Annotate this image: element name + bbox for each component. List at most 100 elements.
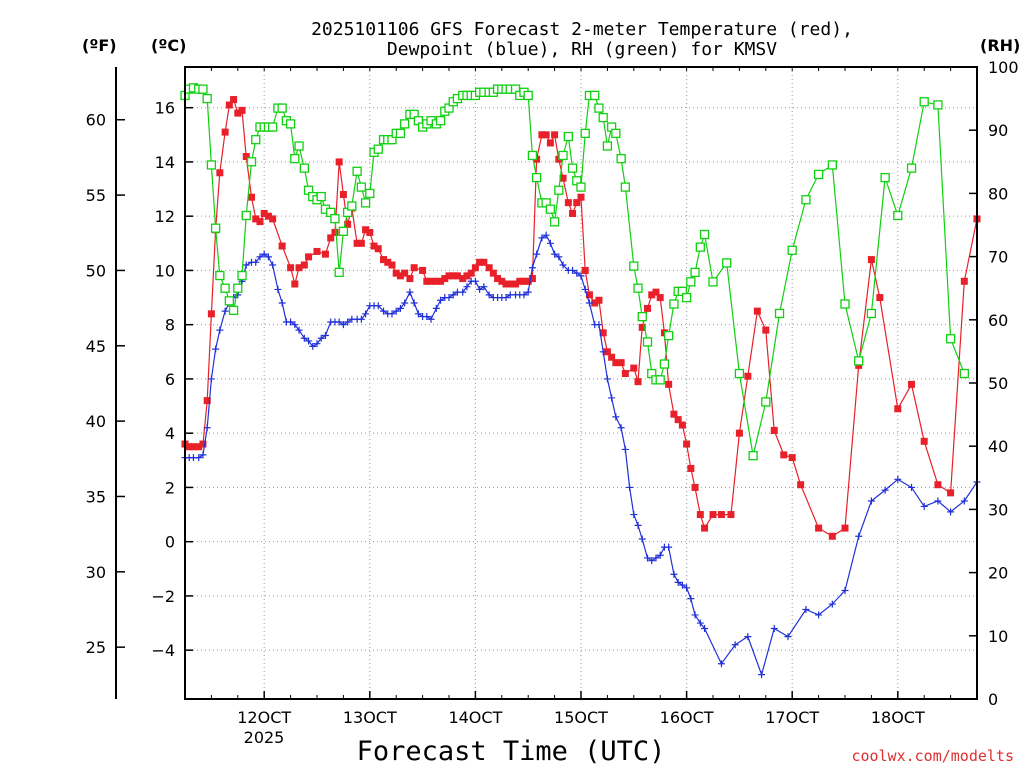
temperature-point xyxy=(828,532,836,540)
temperature-point xyxy=(520,277,528,285)
temperature-point xyxy=(591,299,599,307)
rh-tick-label: 50 xyxy=(988,374,1008,393)
dewpoint-point xyxy=(401,299,409,307)
dewpoint-point xyxy=(207,375,215,383)
rh-point xyxy=(338,226,349,236)
dewpoint-point xyxy=(291,321,299,329)
dewpoint-point xyxy=(414,310,422,318)
dewpoint-point xyxy=(538,234,546,242)
dewpoint-point xyxy=(644,554,652,562)
temperature-point xyxy=(648,291,656,299)
f-tick-label: 40 xyxy=(86,412,106,431)
temperature-point xyxy=(410,264,418,272)
temperature-point xyxy=(380,256,388,264)
dewpoint-point xyxy=(362,310,370,318)
temperature-point xyxy=(248,193,256,201)
c-tick-label: 14 xyxy=(155,153,175,172)
dewpoint-point xyxy=(463,283,471,291)
dewpoint-point xyxy=(947,508,955,516)
fahrenheit-axis-label: (ºF) xyxy=(82,36,117,55)
dewpoint-point xyxy=(701,624,709,632)
rh-point xyxy=(620,182,631,192)
temperature-point xyxy=(815,524,823,532)
rh-point xyxy=(316,191,326,202)
temperature-point xyxy=(327,234,335,242)
dewpoint-point xyxy=(437,296,445,304)
dewpoint-point xyxy=(670,570,678,578)
dewpoint-point xyxy=(934,497,942,505)
rh-point xyxy=(395,128,406,139)
rh-tick-label: 90 xyxy=(988,121,1008,140)
c-tick-label: 12 xyxy=(155,207,175,226)
temperature-point xyxy=(321,250,329,258)
dewpoint-point xyxy=(599,348,607,356)
rh-point xyxy=(202,93,212,104)
dewpoint-point xyxy=(221,307,229,315)
temperature-point xyxy=(339,190,347,198)
dewpoint-point xyxy=(528,264,536,272)
temperature-point xyxy=(437,277,445,285)
temperature-point xyxy=(701,524,709,532)
dewpoint-point xyxy=(696,619,704,627)
rh-point xyxy=(365,188,375,199)
dewpoint-point xyxy=(406,288,414,296)
dewpoint-point xyxy=(449,291,457,299)
temperature-point xyxy=(644,304,652,312)
rh-point xyxy=(352,166,362,176)
dewpoint-point xyxy=(908,483,916,491)
f-tick-label: 25 xyxy=(86,638,106,657)
rh-point xyxy=(347,201,357,211)
dewpoint-point xyxy=(920,502,928,510)
rh-point xyxy=(690,267,700,278)
dewpoint-point xyxy=(569,266,577,274)
temperature-point xyxy=(524,277,532,285)
temperature-point xyxy=(476,258,484,266)
dewpoint-point xyxy=(744,633,752,641)
rh-point xyxy=(669,299,679,309)
dewpoint-point xyxy=(269,261,277,269)
dewpoint-point xyxy=(559,261,567,269)
temperature-point xyxy=(498,277,506,285)
dewpoint-point xyxy=(485,291,493,299)
rh-point xyxy=(761,397,771,407)
rh-point xyxy=(813,169,824,180)
rh-point xyxy=(267,122,278,132)
rh-point xyxy=(686,277,696,287)
temperature-point xyxy=(506,280,514,288)
f-tick-label: 50 xyxy=(86,261,106,280)
temperature-point xyxy=(612,359,620,367)
rh-point xyxy=(722,258,732,268)
rh-point xyxy=(637,311,647,322)
rh-point xyxy=(598,112,608,123)
rh-point xyxy=(334,267,344,278)
x-axis-title: Forecast Time (UTC) xyxy=(357,736,666,767)
dewpoint-point xyxy=(638,535,646,543)
temperature-point xyxy=(264,212,272,220)
dewpoint-point xyxy=(621,445,629,453)
rh-point xyxy=(827,160,837,170)
chart-subtitle: Dewpoint (blue), RH (green) for KMSV xyxy=(387,39,777,60)
dewpoint-point xyxy=(260,250,268,258)
temperature-point xyxy=(502,280,510,288)
dewpoint-point xyxy=(626,483,634,491)
f-tick-label: 55 xyxy=(86,186,106,205)
dewpoint-point xyxy=(617,424,625,432)
temperature-point xyxy=(717,511,725,519)
rh-point xyxy=(228,305,239,315)
rh-tick-label: 70 xyxy=(988,248,1008,267)
dewpoint-point xyxy=(758,671,766,679)
dewpoint-point xyxy=(300,334,308,342)
temperature-point xyxy=(621,370,629,378)
dewpoint-point xyxy=(212,345,220,353)
temperature-point xyxy=(221,128,229,136)
dewpoint-line xyxy=(185,234,978,677)
temperature-point xyxy=(238,106,246,114)
rh-point xyxy=(854,356,864,366)
temperature-point xyxy=(203,397,211,405)
x-tick-label: 16OCT xyxy=(660,708,714,727)
dewpoint-point xyxy=(480,283,488,291)
temperature-point xyxy=(406,275,414,283)
dewpoint-point xyxy=(542,231,550,239)
rh-point xyxy=(734,368,745,379)
